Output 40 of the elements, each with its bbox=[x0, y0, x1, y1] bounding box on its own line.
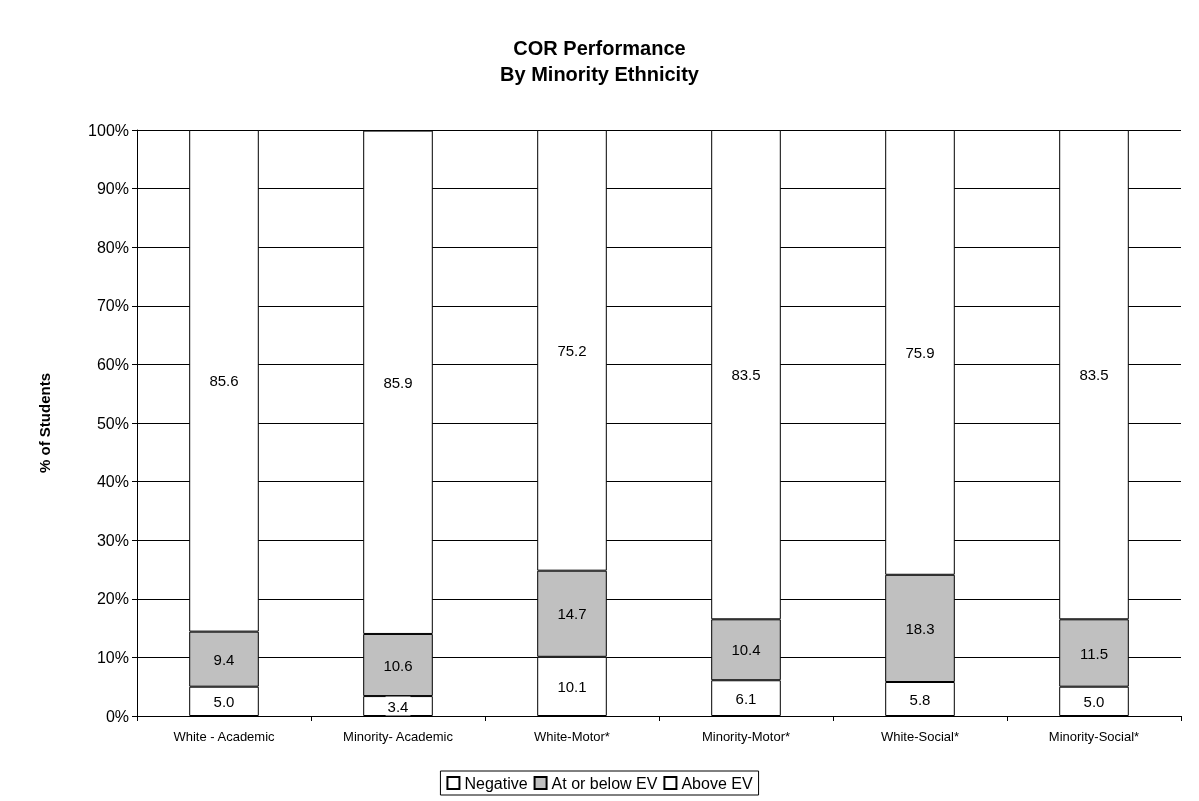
y-tick-label: 10% bbox=[96, 648, 129, 666]
data-label: 83.5 bbox=[1079, 366, 1109, 384]
y-tick-label: 70% bbox=[96, 297, 129, 315]
data-label: 5.0 bbox=[213, 692, 235, 710]
y-tick-label: 60% bbox=[96, 355, 129, 373]
legend-label: Negative bbox=[464, 774, 528, 792]
x-tick-label: White-Social* bbox=[880, 729, 960, 744]
x-tick-label: White-Motor* bbox=[534, 729, 610, 744]
x-tick-label: Minority-Motor* bbox=[701, 729, 791, 744]
legend-label: At or below EV bbox=[551, 774, 658, 792]
data-label: 5.8 bbox=[909, 690, 931, 708]
data-label: 14.7 bbox=[557, 605, 587, 623]
data-label: 85.9 bbox=[383, 373, 413, 391]
data-label: 10.1 bbox=[557, 677, 587, 695]
y-tick-label: 50% bbox=[96, 414, 129, 432]
y-tick-label: 0% bbox=[105, 707, 129, 725]
data-label: 18.3 bbox=[905, 619, 935, 637]
x-tick-label: White - Academic bbox=[173, 729, 276, 744]
y-tick-label: 90% bbox=[96, 180, 129, 198]
data-label: 6.1 bbox=[735, 689, 757, 707]
x-tick-label: Minority- Academic bbox=[343, 729, 454, 744]
legend-label: Above EV bbox=[681, 774, 753, 792]
data-label: 85.6 bbox=[209, 372, 239, 390]
y-axis-title: % of Students bbox=[36, 373, 53, 473]
data-label: 11.5 bbox=[1079, 644, 1109, 662]
data-label: 75.9 bbox=[905, 343, 935, 361]
data-label: 9.4 bbox=[213, 650, 235, 668]
data-label: 10.6 bbox=[383, 656, 413, 674]
data-label: 83.5 bbox=[731, 366, 761, 384]
data-label: 3.4 bbox=[387, 697, 409, 715]
y-tick-label: 40% bbox=[96, 473, 129, 491]
data-label: 10.4 bbox=[731, 641, 761, 659]
y-tick-label: 100% bbox=[88, 121, 129, 139]
data-label: 75.2 bbox=[557, 341, 587, 359]
data-label: 5.0 bbox=[1083, 692, 1105, 710]
chart-title: COR Performance By Minority Ethnicity bbox=[500, 37, 700, 85]
y-tick-label: 30% bbox=[96, 531, 129, 549]
x-tick-label: Minority-Social* bbox=[1048, 729, 1140, 744]
y-tick-label: 80% bbox=[96, 238, 129, 256]
y-tick-label: 20% bbox=[96, 590, 129, 608]
